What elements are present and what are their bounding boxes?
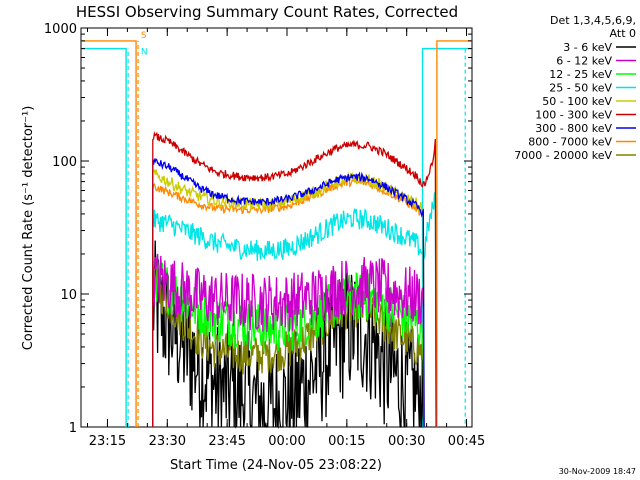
legend-label: 100 - 300 keV [535,109,612,122]
x-tick-label: 00:15 [328,434,365,449]
legend-label: 12 - 25 keV [549,68,612,81]
series-trace-7 [152,176,425,428]
flag-n-trace [81,47,127,427]
x-tick-label: 23:30 [149,434,186,449]
series-trace-6 [152,157,425,428]
x-tick-label: 00:00 [268,434,305,449]
y-tick-label: 100 [52,155,77,170]
x-tick-label: 00:45 [448,434,485,449]
flag-s-label: S [141,31,147,41]
flag-s-trace [81,40,137,427]
legend-label: 25 - 50 keV [549,82,612,95]
legend-label: 800 - 7000 keV [528,136,612,149]
x-tick-label: 00:30 [388,434,425,449]
legend-header-line-1: Det 1,3,4,5,6,9, [550,14,636,27]
x-axis-label: Start Time (24-Nov-05 23:08:22) [170,458,382,473]
x-axis-ticks: 23:15 23:30 23:45 00:00 00:15 00:30 00:45 [87,28,485,449]
series-trace-0 [152,240,425,429]
flag-n-trace [421,47,472,427]
plot-area: SN 1 10 100 1000 23:15 23:30 23:45 00:00 00:15 0… [44,22,485,449]
legend-label: 50 - 100 keV [542,95,612,108]
legend-label: 300 - 800 keV [535,122,612,135]
flag-s-trace [436,40,472,427]
series-trace-1 [152,250,425,428]
y-axis-label: Corrected Count Rate (s⁻¹ detector⁻¹) [21,106,36,351]
x-tick-label: 23:45 [208,434,245,449]
y-tick-label: 1000 [44,22,77,37]
y-axis-ticks: 1 10 100 1000 [44,22,472,436]
legend-header-line-2: Att 0 [610,27,636,40]
series-trace-3 [152,192,437,428]
y-tick-label: 1 [69,421,77,436]
chart-title: HESSI Observing Summary Count Rates, Cor… [76,3,458,21]
series-trace-8 [152,268,425,428]
flag-n-label: N [141,48,148,58]
footer-timestamp: 30-Nov-2009 18:47 [559,467,636,476]
series-layer [152,130,437,429]
legend-label: 7000 - 20000 keV [514,149,612,162]
legend-label: 3 - 6 keV [563,41,612,54]
flag-layer: SN [81,31,472,427]
plot-frame [80,27,473,428]
legend-label: 6 - 12 keV [556,55,612,68]
x-tick-label: 23:15 [89,434,126,449]
y-tick-label: 10 [60,288,77,303]
series-trace-5 [152,130,437,428]
